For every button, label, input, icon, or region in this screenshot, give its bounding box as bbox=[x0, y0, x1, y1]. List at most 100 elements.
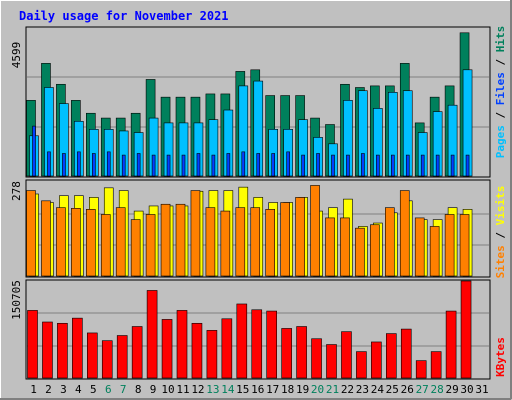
pages-bar bbox=[376, 154, 380, 177]
pages-bar bbox=[465, 154, 470, 177]
pages-bar bbox=[136, 153, 141, 177]
x-tick-label: 10 bbox=[161, 383, 174, 396]
pages-bar bbox=[256, 153, 261, 177]
pages-bar bbox=[331, 154, 335, 177]
kbytes-bar bbox=[221, 318, 233, 379]
kbytes-bar bbox=[400, 328, 412, 379]
kbytes-bar bbox=[326, 344, 337, 379]
sites-bar bbox=[295, 197, 305, 277]
kbytes-bar bbox=[42, 321, 53, 379]
sites-bar bbox=[41, 200, 51, 277]
legend-kbytes: KBytes bbox=[494, 337, 507, 377]
pages-bar bbox=[47, 151, 51, 177]
x-tick-label: 7 bbox=[120, 383, 127, 396]
x-tick-label: 24 bbox=[371, 383, 385, 396]
x-tick-label: 25 bbox=[386, 383, 399, 396]
x-tick-label: 8 bbox=[135, 383, 142, 396]
sites-bar bbox=[71, 208, 81, 277]
x-tick-label: 2 bbox=[45, 383, 52, 396]
sites-bar bbox=[175, 203, 186, 277]
kbytes-bar bbox=[161, 319, 173, 379]
pages-bar bbox=[77, 151, 81, 177]
x-tick-label: 13 bbox=[206, 383, 219, 396]
kbytes-bar bbox=[385, 333, 397, 379]
kbytes-bar bbox=[27, 310, 38, 379]
pages-bar bbox=[106, 151, 111, 177]
kbytes-bar bbox=[87, 332, 98, 379]
sites-bar bbox=[250, 207, 261, 277]
sites-bar bbox=[325, 217, 335, 277]
sites-bar bbox=[205, 207, 216, 277]
pages-bar bbox=[226, 153, 231, 177]
pages-bar bbox=[92, 153, 96, 177]
sites-bar bbox=[115, 207, 126, 277]
legend-sites-visits: Sites / Visits bbox=[494, 186, 507, 279]
legend-visits: Visits bbox=[494, 186, 507, 226]
pages-bar bbox=[286, 151, 290, 177]
kbytes-bar bbox=[101, 340, 113, 379]
pages-bar bbox=[62, 153, 66, 177]
sites-bar bbox=[280, 202, 290, 277]
kbytes-bar bbox=[72, 317, 83, 379]
x-tick-label: 29 bbox=[445, 383, 458, 396]
kbytes-bar bbox=[146, 290, 158, 379]
sites-bar bbox=[355, 227, 365, 277]
x-tick-label: 12 bbox=[191, 383, 204, 396]
pages-bar bbox=[390, 154, 395, 177]
kbytes-bar bbox=[236, 303, 248, 379]
x-tick-label: 27 bbox=[416, 383, 429, 396]
kbytes-bar bbox=[415, 360, 427, 379]
sites-bar bbox=[86, 209, 96, 277]
sites-bar bbox=[310, 185, 320, 277]
kbytes-bar bbox=[116, 335, 128, 379]
x-tick-label: 15 bbox=[236, 383, 249, 396]
pages-bar bbox=[196, 153, 201, 177]
x-tick-label: 21 bbox=[326, 383, 339, 396]
x-tick-label: 6 bbox=[105, 383, 112, 396]
kbytes-bar bbox=[460, 280, 472, 379]
x-tick-label: 23 bbox=[356, 383, 369, 396]
pages-bar bbox=[121, 154, 126, 177]
pages-bar bbox=[405, 154, 410, 177]
x-tick-label: 11 bbox=[176, 383, 189, 396]
sites-bar bbox=[100, 214, 111, 277]
legend-sites: Sites bbox=[494, 245, 507, 278]
legend-sep-2: / bbox=[494, 59, 507, 66]
pages-bar bbox=[32, 125, 36, 177]
kbytes-bar bbox=[266, 310, 278, 379]
pages-bar bbox=[435, 154, 440, 177]
sites-bar bbox=[145, 214, 156, 277]
pages-bar bbox=[361, 153, 365, 177]
sites-bar bbox=[26, 190, 36, 277]
pages-bar bbox=[450, 154, 455, 177]
panel-visits-frame bbox=[25, 179, 491, 278]
kbytes-bar bbox=[371, 341, 382, 379]
x-tick-label: 4 bbox=[75, 383, 82, 396]
sites-bar bbox=[130, 219, 141, 277]
kbytes-bar bbox=[430, 351, 442, 379]
kbytes-bar bbox=[311, 338, 322, 379]
sites-bar bbox=[370, 224, 380, 277]
x-tick-label: 30 bbox=[460, 383, 473, 396]
pages-bar bbox=[211, 154, 216, 177]
panel-kbytes-frame bbox=[25, 279, 491, 380]
sites-bar bbox=[459, 214, 470, 277]
sites-bar bbox=[384, 207, 395, 277]
kbytes-bar bbox=[206, 330, 218, 379]
x-tick-label: 20 bbox=[311, 383, 324, 396]
x-tick-label: 19 bbox=[296, 383, 309, 396]
pages-bar bbox=[420, 154, 425, 177]
sites-bar bbox=[160, 203, 171, 277]
y-max-label-visits: 278 bbox=[10, 181, 23, 201]
kbytes-bar bbox=[131, 326, 143, 379]
x-tick-label: 14 bbox=[221, 383, 235, 396]
kbytes-bar bbox=[341, 331, 352, 379]
sites-bar bbox=[235, 207, 246, 277]
sites-bar bbox=[340, 217, 350, 277]
legend-pages: Pages bbox=[494, 125, 507, 158]
pages-bar bbox=[241, 151, 246, 177]
pages-bar bbox=[166, 154, 171, 177]
pages-bar bbox=[271, 153, 276, 177]
x-tick-label: 26 bbox=[401, 383, 414, 396]
y-max-label-hits: 4599 bbox=[10, 42, 23, 69]
